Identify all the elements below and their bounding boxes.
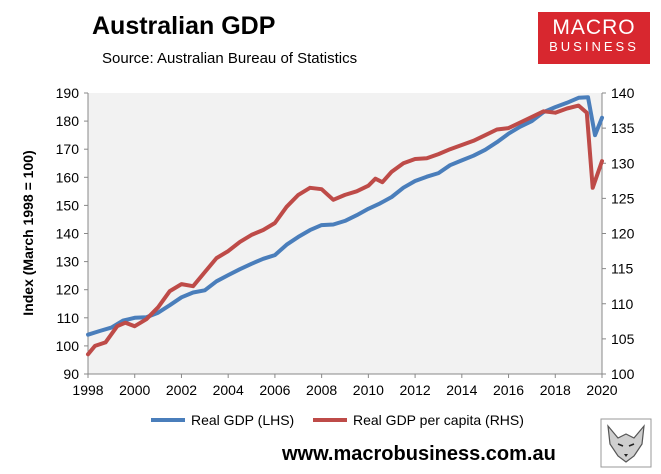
y2-tick-label: 140 (611, 85, 635, 101)
legend-label: Real GDP per capita (RHS) (353, 412, 524, 428)
y-tick-label: 100 (56, 338, 80, 354)
x-tick-label: 2008 (306, 382, 337, 398)
x-tick-label: 2002 (166, 382, 197, 398)
x-tick-label: 2006 (259, 382, 290, 398)
chart-source: Source: Australian Bureau of Statistics (102, 50, 358, 67)
y2-tick-label: 135 (611, 120, 635, 136)
y-tick-label: 110 (57, 310, 80, 326)
fox-mascot-icon (600, 418, 652, 468)
y2-tick-label: 120 (611, 226, 635, 242)
y2-tick-label: 110 (611, 296, 634, 312)
logo-line-1: MACRO (552, 16, 636, 39)
y-tick-label: 150 (56, 197, 80, 213)
y-tick-label: 140 (56, 226, 80, 242)
series-layer (86, 95, 604, 357)
x-tick-label: 2020 (586, 382, 617, 398)
x-tick-label: 2012 (400, 382, 431, 398)
website-url: www.macrobusiness.com.au (282, 443, 556, 465)
macrobusiness-logo: MACRO BUSINESS (538, 12, 650, 64)
y-axis-label: Index (March 1998 = 100) (20, 150, 36, 315)
y-tick-label: 90 (63, 366, 79, 382)
y2-tick-label: 125 (611, 190, 635, 206)
y-tick-label: 160 (56, 169, 80, 185)
plot-area (88, 93, 602, 374)
y2-tick-label: 105 (611, 331, 635, 347)
y-tick-label: 120 (56, 282, 80, 298)
y-tick-label: 180 (56, 113, 80, 129)
legend: Real GDP (LHS) Real GDP per capita (RHS) (151, 412, 524, 428)
y-tick-label: 190 (56, 85, 80, 101)
x-tick-label: 2010 (353, 382, 384, 398)
series-line-real-gdp-per-capita (86, 103, 604, 357)
chart-title: Australian GDP (92, 12, 276, 40)
x-tick-label: 2004 (213, 382, 244, 398)
y2-tick-label: 130 (611, 155, 635, 171)
logo-line-2: BUSINESS (549, 39, 639, 54)
x-tick-label: 2016 (493, 382, 524, 398)
x-tick-label: 2000 (119, 382, 150, 398)
x-tick-label: 2014 (446, 382, 477, 398)
y-tick-label: 170 (56, 141, 80, 157)
axes: 90 100 110 120 130 140 150 160 170 180 190 100 105 11… (56, 85, 635, 398)
x-tick-label: 1998 (72, 382, 103, 398)
legend-label: Real GDP (LHS) (191, 412, 294, 428)
series-line-real-gdp (86, 95, 604, 337)
y2-tick-label: 115 (611, 261, 634, 277)
y-tick-label: 130 (56, 254, 80, 270)
y2-tick-label: 100 (611, 366, 635, 382)
x-tick-label: 2018 (540, 382, 571, 398)
